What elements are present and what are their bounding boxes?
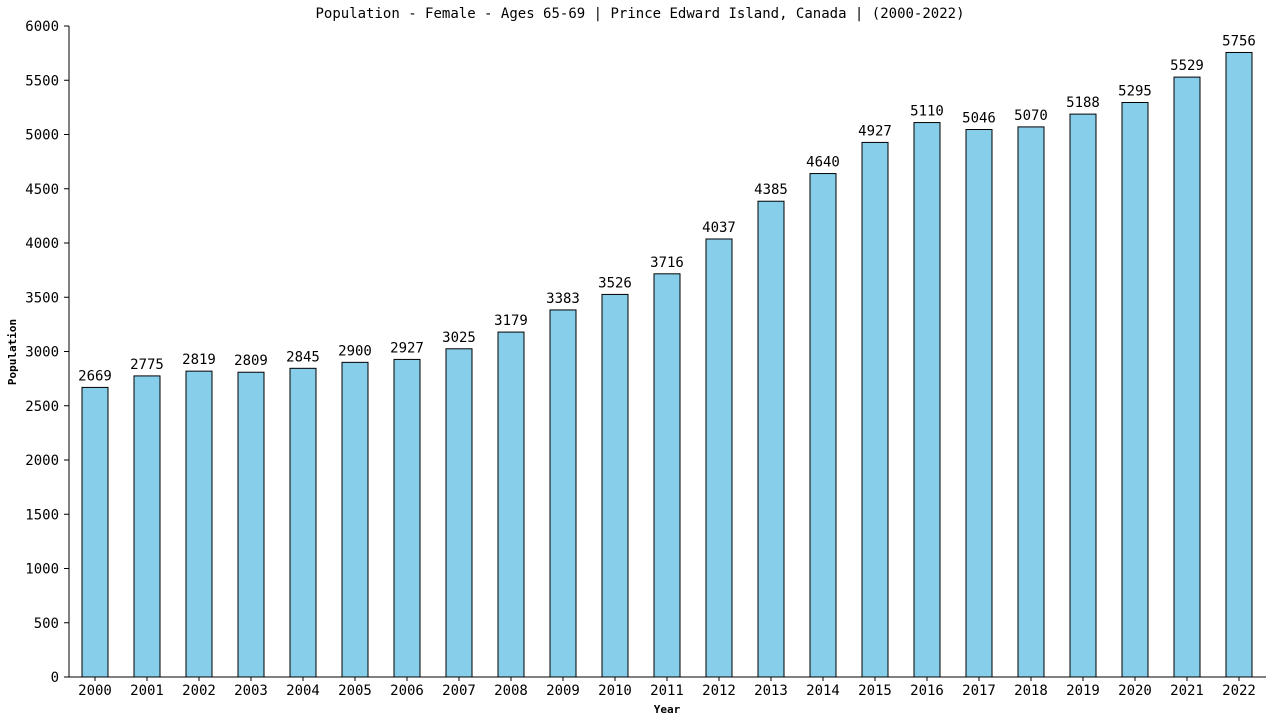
x-tick-label: 2004 bbox=[286, 683, 320, 699]
data-label: 5756 bbox=[1222, 33, 1256, 49]
x-tick-label: 2010 bbox=[598, 683, 632, 699]
data-label: 5529 bbox=[1170, 58, 1204, 74]
bar bbox=[1121, 101, 1149, 678]
bar bbox=[81, 386, 109, 678]
y-tick-label: 3500 bbox=[25, 290, 59, 306]
data-label: 5070 bbox=[1014, 108, 1048, 124]
data-label: 4927 bbox=[858, 123, 892, 139]
data-label: 4640 bbox=[806, 155, 840, 171]
data-labels: 2669 2775 2819 2809 2845 2900 2927 3025 3179 3383… bbox=[78, 33, 1256, 384]
data-label: 4037 bbox=[702, 220, 736, 236]
y-tick-label: 3000 bbox=[25, 345, 59, 361]
bar bbox=[653, 273, 681, 678]
bar bbox=[861, 141, 889, 678]
x-tick-label: 2016 bbox=[910, 683, 944, 699]
x-axis-title: Year bbox=[654, 703, 681, 716]
x-tick-label: 2002 bbox=[182, 683, 216, 699]
data-label: 3526 bbox=[598, 275, 632, 291]
data-label: 2845 bbox=[286, 349, 320, 365]
x-tick-label: 2019 bbox=[1066, 683, 1100, 699]
x-tick-label: 2009 bbox=[546, 683, 580, 699]
x-axis-ticks: 2000 2001 2002 2003 2004 2005 2006 2007 2008 2009… bbox=[78, 677, 1256, 699]
x-tick-label: 2020 bbox=[1118, 683, 1152, 699]
bar bbox=[341, 361, 369, 678]
x-tick-label: 2013 bbox=[754, 683, 788, 699]
data-label: 3716 bbox=[650, 255, 684, 271]
y-tick-label: 2000 bbox=[25, 453, 59, 469]
y-tick-label: 500 bbox=[34, 616, 59, 632]
data-label: 5188 bbox=[1066, 95, 1100, 111]
x-tick-label: 2007 bbox=[442, 683, 476, 699]
y-tick-label: 0 bbox=[51, 670, 59, 686]
bar bbox=[289, 367, 317, 678]
bar bbox=[965, 129, 993, 678]
y-axis-ticks: 0 500 1000 1500 2000 2500 3000 3500 4000 4500 5000… bbox=[25, 19, 69, 686]
bar bbox=[1017, 126, 1045, 678]
x-tick-label: 2015 bbox=[858, 683, 892, 699]
data-label: 2927 bbox=[390, 340, 424, 356]
y-tick-label: 1500 bbox=[25, 507, 59, 523]
y-axis-title: Population bbox=[6, 319, 19, 385]
bar bbox=[1069, 113, 1097, 678]
x-tick-label: 2018 bbox=[1014, 683, 1048, 699]
data-label: 5046 bbox=[962, 111, 996, 127]
bar bbox=[1225, 51, 1253, 678]
data-label: 2819 bbox=[182, 352, 216, 368]
x-tick-label: 2001 bbox=[130, 683, 164, 699]
x-tick-label: 2005 bbox=[338, 683, 372, 699]
x-tick-label: 2006 bbox=[390, 683, 424, 699]
chart-title: Population - Female - Ages 65-69 | Princ… bbox=[315, 6, 964, 22]
x-tick-label: 2014 bbox=[806, 683, 840, 699]
bar bbox=[497, 331, 525, 678]
bar bbox=[549, 309, 577, 678]
data-label: 3179 bbox=[494, 313, 528, 329]
data-label: 5295 bbox=[1118, 83, 1152, 99]
bar bbox=[705, 238, 733, 678]
bars bbox=[81, 51, 1253, 678]
x-tick-label: 2017 bbox=[962, 683, 996, 699]
data-label: 4385 bbox=[754, 182, 788, 198]
y-tick-label: 2500 bbox=[25, 399, 59, 415]
y-tick-label: 4000 bbox=[25, 236, 59, 252]
data-label: 2775 bbox=[130, 357, 164, 373]
data-label: 3025 bbox=[442, 330, 476, 346]
bar bbox=[237, 371, 265, 678]
data-label: 2669 bbox=[78, 368, 112, 384]
x-tick-label: 2021 bbox=[1170, 683, 1204, 699]
data-label: 2900 bbox=[338, 343, 372, 359]
x-tick-label: 2022 bbox=[1222, 683, 1256, 699]
bar bbox=[1173, 76, 1201, 678]
bar bbox=[757, 200, 785, 678]
bar bbox=[393, 358, 421, 678]
y-tick-label: 6000 bbox=[25, 19, 59, 35]
bar bbox=[913, 122, 941, 678]
bar bbox=[445, 348, 473, 678]
x-tick-label: 2008 bbox=[494, 683, 528, 699]
bar bbox=[133, 375, 161, 678]
data-label: 2809 bbox=[234, 353, 268, 369]
bar bbox=[809, 173, 837, 678]
y-tick-label: 4500 bbox=[25, 182, 59, 198]
x-tick-label: 2003 bbox=[234, 683, 268, 699]
bar bbox=[185, 370, 213, 678]
bar bbox=[601, 293, 629, 678]
y-tick-label: 5500 bbox=[25, 73, 59, 89]
data-label: 3383 bbox=[546, 291, 580, 307]
y-tick-label: 5000 bbox=[25, 128, 59, 144]
x-tick-label: 2012 bbox=[702, 683, 736, 699]
x-tick-label: 2011 bbox=[650, 683, 684, 699]
x-tick-label: 2000 bbox=[78, 683, 112, 699]
data-label: 5110 bbox=[910, 104, 944, 120]
y-tick-label: 1000 bbox=[25, 562, 59, 578]
